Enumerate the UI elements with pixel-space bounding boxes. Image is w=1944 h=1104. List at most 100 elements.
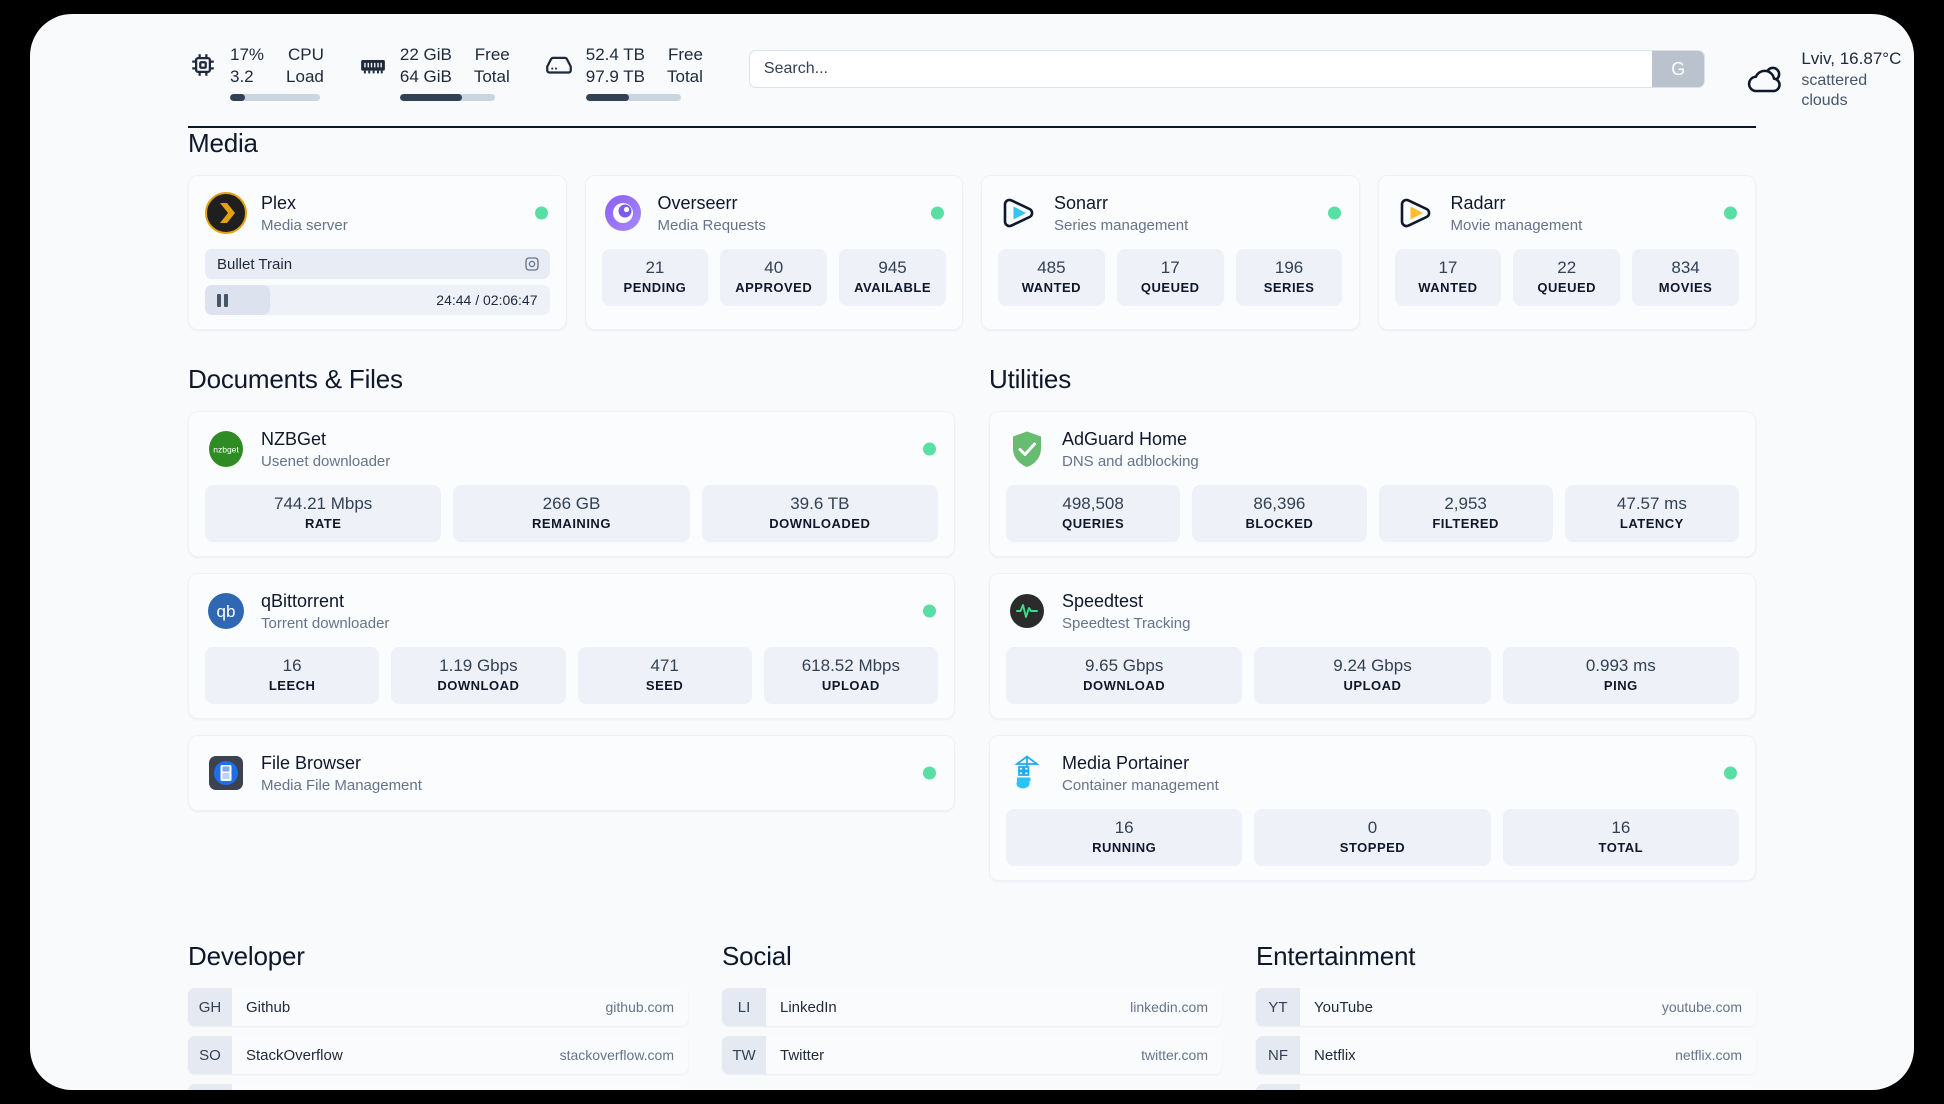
memory-usage-bar [399,94,495,101]
tile-value: 86,396 [1253,494,1306,513]
bookmark-name: DEV [232,1084,637,1090]
stat-tile: 945 AVAILABLE [839,249,946,306]
service-subtitle: Media Requests [657,216,766,234]
stat-tile: 47.57 ms LATENCY [1564,485,1739,542]
bookmark-item[interactable]: LI LinkedIn linkedin.com [722,988,1222,1026]
stat-tile: 834 MOVIES [1632,249,1739,306]
tile-label: PENDING [623,280,687,295]
status-badge [1327,206,1341,220]
stat-tile: 21 PENDING [601,249,709,306]
service-card-sonarr[interactable]: Sonarr Series management 485 WANTED 17 Q… [981,175,1360,330]
service-name: Media Portainer [1062,752,1190,773]
bookmark-group-title: Entertainment [1256,941,1416,971]
bookmark-item[interactable]: GH Github github.com [188,988,688,1026]
tile-value: 945 [878,258,907,277]
service-name: Plex [261,192,297,213]
stat-memory: 22 GiB 64 GiB Free Total [358,44,510,101]
service-card-speedtest[interactable]: Speedtest Speedtest Tracking 9.65 Gbps D… [989,573,1756,719]
tile-label: LATENCY [1619,516,1684,531]
service-name: Sonarr [1054,192,1109,213]
service-card-plex[interactable]: Plex Media server Bullet Train [188,175,567,330]
service-card-nzbget[interactable]: nzbget NZBGet Usenet downloader 744.21 M… [188,411,955,557]
plex-icon [205,192,247,234]
bookmark-item[interactable]: SO StackOverflow stackoverflow.com [188,1036,688,1074]
service-subtitle: Media File Management [261,776,422,794]
tile-label: BLOCKED [1245,516,1314,531]
tile-label: QUEUED [1537,280,1597,295]
tile-label: UPLOAD [821,678,880,693]
search-submit-button[interactable]: G [1652,51,1705,87]
bookmark-url: reddit.com [1677,1084,1756,1090]
disk-values: 52.4 TB 97.9 TB [586,44,645,87]
stat-tiles: 498,508 QUERIES 86,396 BLOCKED 2,953 FIL… [1006,485,1739,542]
pause-icon[interactable] [217,293,228,307]
bookmark-item[interactable]: NF Netflix netflix.com [1256,1036,1756,1074]
service-card-adguard-home[interactable]: AdGuard Home DNS and adblocking 498,508 … [989,411,1756,557]
cpu-loadavg: 3.2 [230,67,254,86]
dashboard-page: 17% 3.2 CPU Load [30,14,1914,1090]
tile-value: 834 [1671,258,1700,277]
section-title-documents: Documents & Files [188,364,403,394]
bookmark-name: Reddit [1300,1084,1677,1090]
stat-tiles: 16 RUNNING 0 STOPPED 16 TOTAL [1006,809,1739,866]
bookmark-item[interactable]: RE Reddit reddit.com [1256,1084,1756,1090]
bookmark-badge: LI [722,988,766,1026]
column-utilities: Utilities AdGuard Home DNS and adblockin… [989,364,1756,881]
tile-label: APPROVED [735,280,813,295]
bookmark-name: Github [246,998,291,1016]
stat-tile: 471 SEED [577,647,752,704]
service-card-file-browser[interactable]: File Browser Media File Management [188,735,955,811]
tile-label: RATE [304,516,342,531]
tile-value: 47.57 ms [1616,494,1687,513]
service-card-media-portainer[interactable]: Media Portainer Container management 16 … [989,735,1756,881]
bookmark-badge: SO [188,1036,232,1074]
filebrowser-icon [205,752,247,794]
tile-label: PING [1603,678,1638,693]
stat-tile: 40 APPROVED [720,249,828,306]
stat-tile: 1.19 Gbps DOWNLOAD [391,647,566,704]
svg-text:nzbget: nzbget [213,445,239,455]
memory-labels: Free Total [474,44,510,87]
stat-tiles: 9.65 Gbps DOWNLOAD 9.24 Gbps UPLOAD 0.99… [1006,647,1739,704]
bookmark-name: LinkedIn [780,998,837,1016]
disk-usage-bar [585,94,681,101]
tile-label: WANTED [1418,280,1478,295]
stat-disk: 52.4 TB 97.9 TB Free Total [544,44,703,101]
section-title-media: Media [188,128,258,158]
service-card-radarr[interactable]: Radarr Movie management 17 WANTED 22 QUE… [1377,175,1756,330]
portainer-icon [1006,752,1048,794]
qbittorrent-icon: qb [205,590,247,632]
service-subtitle: DNS and adblocking [1062,452,1199,470]
bookmark-item[interactable]: YT YouTube youtube.com [1256,988,1756,1026]
bookmark-group-social: Social LI LinkedIn linkedin.com TW Twitt… [722,941,1222,1090]
stat-tile: 16 RUNNING [1006,809,1243,866]
search-input[interactable] [749,51,1653,87]
speedtest-icon [1006,590,1048,632]
tile-value: 39.6 TB [790,494,850,513]
tile-label: STOPPED [1339,840,1406,855]
tile-label: DOWNLOAD [1083,678,1166,693]
bookmark-item[interactable]: DT DEV dev.to [188,1084,688,1090]
service-card-overseerr[interactable]: Overseerr Media Requests 21 PENDING 40 A… [584,175,963,330]
stat-tile: 485 WANTED [998,249,1105,306]
memory-label-1: Free [474,45,510,64]
cpu-label-2: Load [286,67,324,86]
tile-label: SERIES [1263,280,1315,295]
tile-label: REMAINING [532,516,611,531]
now-playing-progress[interactable]: 24:44 / 02:06:47 [205,285,550,315]
status-badge [1724,766,1737,780]
tile-value: 16 [282,656,302,675]
service-name: qBittorrent [261,590,345,611]
disk-label-1: Free [667,45,703,64]
now-playing-progress-fill [205,285,271,315]
tile-value: 40 [764,258,784,277]
service-card-qbittorrent[interactable]: qb qBittorrent Torrent downloader 16 LEE… [188,573,955,719]
memory-label-2: Total [473,67,510,86]
bookmark-item[interactable]: TW Twitter twitter.com [722,1036,1222,1074]
tile-label: AVAILABLE [854,280,932,295]
gear-icon[interactable] [524,256,540,272]
stat-tiles: 21 PENDING 40 APPROVED 945 AVAILABLE [601,249,947,306]
search-bar[interactable]: G [748,50,1706,88]
tile-label: UPLOAD [1343,678,1402,693]
now-playing-title-bar: Bullet Train [205,249,550,279]
